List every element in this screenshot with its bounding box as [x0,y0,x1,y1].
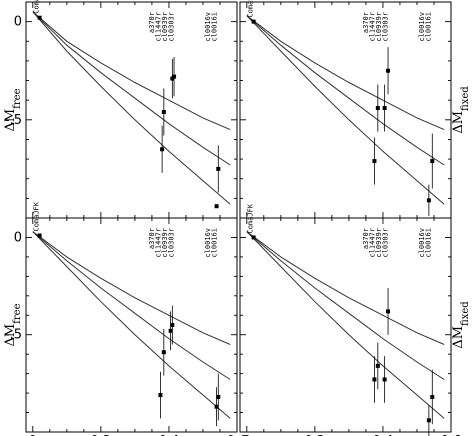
x-tick-label: 0 [29,434,37,436]
panel-top-left: 0-.5ΔMfreeComaSEDa370rcl1447rcl0939rcl03… [3,0,238,219]
reference-label: ComaJFK [33,201,41,231]
data-point [37,15,42,20]
cluster-label: cl0303r [168,12,176,42]
model-curve [246,231,445,345]
cluster-label: cl0303r [382,12,390,42]
model-curve [246,15,445,205]
data-point [375,363,380,368]
data-point [161,350,166,355]
x-tick-label: 0.2 [305,434,326,436]
x-tick-label: 0.6 [227,434,248,436]
model-curve [246,15,445,131]
model-curve [32,231,231,419]
x-tick-label: 0.4 [159,434,180,436]
model-curve [32,231,231,380]
model-curve [32,11,231,166]
data-point [214,404,219,409]
panel-bottom-right: 0 0.2 0.4 0.6 ΔMfixed ComaJFK a370rcl1447rcl09… [239,203,471,436]
cluster-label: cl0303r [382,228,390,258]
cluster-label: cl1447r [155,228,163,258]
data-point [372,377,377,382]
y-tick-label: 0 [14,15,22,30]
data-point [426,418,431,423]
data-point [251,19,256,24]
data-point [430,394,435,399]
panel-top-right: ΔMfixed ComaSED a370rcl1447rcl0939rcl0303r… [239,0,471,219]
y-tick-label: -.5 [5,328,22,343]
model-curve [246,231,445,380]
panel-bottom-left: 0-.500.20.40.6ΔMfreeComaJFKa370rcl1447rc… [3,201,247,436]
cluster-label: cl0939r [161,12,169,42]
data-point [382,106,387,111]
y-tick-label: 0 [14,230,22,245]
cluster-label: cl0939r [161,228,169,258]
reference-label: ComaSED [247,0,255,18]
cluster-label: cl0016v [204,228,212,258]
cluster-label: cl0016i [210,12,218,42]
data-point [386,309,391,314]
data-point [386,68,391,73]
data-point [161,109,166,114]
cluster-label: cl0016i [424,228,432,258]
data-point [375,106,380,111]
y-tick-label: -.5 [5,113,22,128]
data-point [430,159,435,164]
data-point [160,147,165,152]
x-tick-label: 0.6 [441,434,462,436]
model-curve [32,11,231,205]
cluster-label: cl1447r [369,12,377,42]
x-tick-label: 0.2 [91,434,112,436]
data-point [216,394,221,399]
model-curve [32,231,231,345]
cluster-label: a370r [148,12,156,33]
cluster-label: cl0303r [168,228,176,258]
cluster-label: cl1447r [155,12,163,42]
data-point [37,233,42,238]
data-point [214,204,219,209]
cluster-label: cl1447r [369,228,377,258]
x-tick-label: 0 [243,434,251,436]
cluster-label: cl0016v [418,228,426,258]
panel-frame [25,217,238,433]
panel-frame [239,217,452,433]
y-axis-label: ΔMfixed [451,301,471,349]
model-curve [32,11,231,131]
data-point [168,328,173,333]
cluster-label: a370r [148,228,156,249]
x-tick-label: 0.4 [373,434,394,436]
cluster-label: cl0016i [424,12,432,42]
reference-label: ComaJFK [247,203,255,233]
reference-label: ComaSED [33,0,41,14]
model-curve [246,231,445,419]
model-curve [246,15,445,166]
cluster-label: cl0939r [375,12,383,42]
data-point [251,235,256,240]
data-point [172,74,177,79]
cluster-label: a370r [362,228,370,249]
data-point [170,323,175,327]
data-point [216,166,221,171]
data-point [372,159,377,164]
y-axis-label: ΔMfixed [451,86,471,134]
data-point [158,393,163,398]
cluster-label: cl0016v [204,12,212,42]
cluster-label: cl0939r [375,228,383,258]
cluster-label: cl0016v [418,12,426,42]
cluster-label: a370r [362,12,370,33]
cluster-label: cl0016i [210,228,218,258]
data-point [382,377,387,382]
data-point [426,198,431,203]
